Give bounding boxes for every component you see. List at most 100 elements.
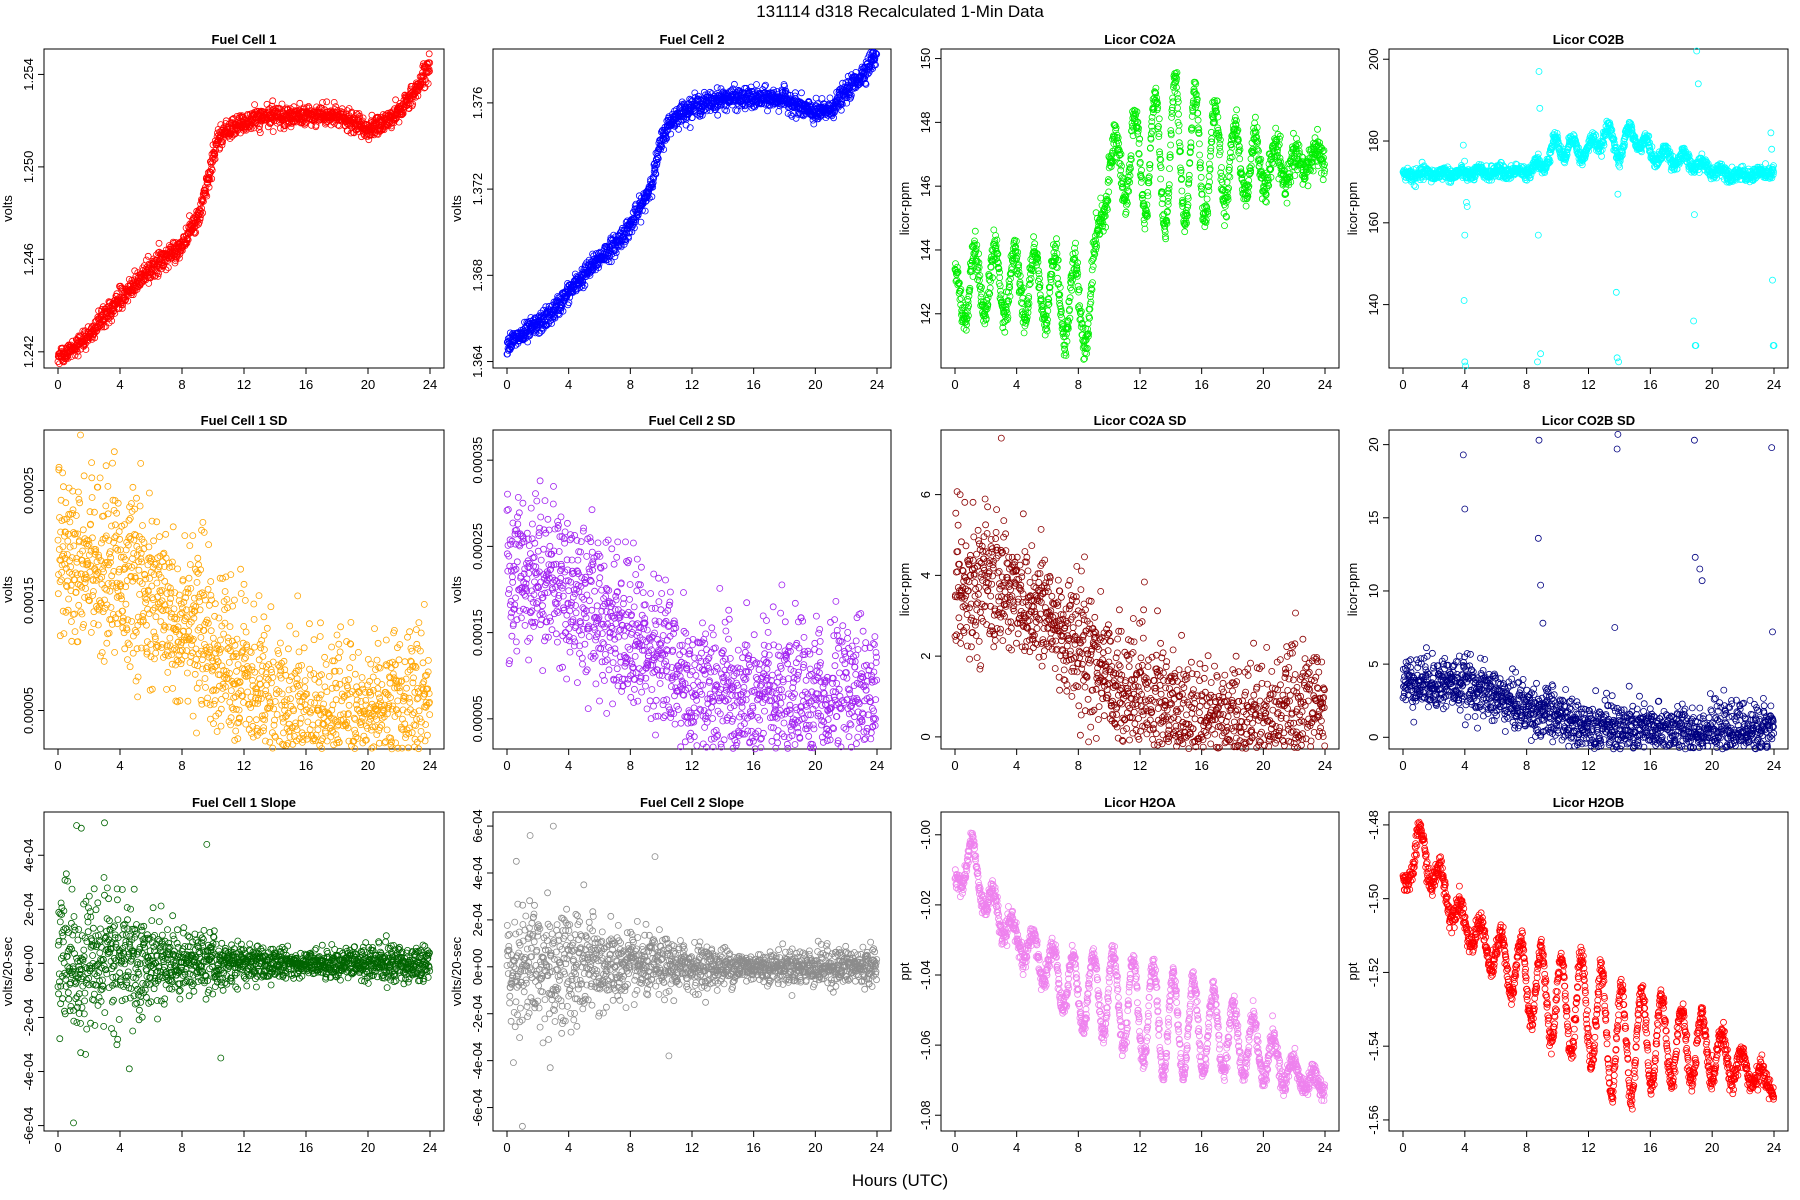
x-tick-label: 4 bbox=[1461, 377, 1468, 392]
data-point bbox=[256, 129, 264, 137]
data-point bbox=[1196, 140, 1203, 148]
data-point bbox=[287, 123, 295, 131]
data-point bbox=[798, 89, 805, 97]
data-point bbox=[1233, 106, 1240, 114]
panel-title: Licor CO2A bbox=[1104, 32, 1176, 47]
y-tick-label: 144 bbox=[918, 239, 933, 261]
data-point bbox=[192, 228, 200, 236]
data-point bbox=[155, 239, 163, 247]
data-point bbox=[174, 248, 182, 256]
data-point bbox=[957, 294, 965, 302]
data-point bbox=[323, 98, 331, 106]
data-point bbox=[153, 269, 161, 277]
data-point bbox=[1175, 110, 1182, 118]
y-tick-label: 1.242 bbox=[21, 336, 36, 369]
data-point bbox=[219, 138, 227, 146]
y-axis-label: volts bbox=[449, 195, 464, 222]
panel-frame bbox=[940, 48, 1340, 369]
panel-title: Licor CO2B bbox=[1553, 32, 1625, 47]
data-point bbox=[971, 227, 979, 235]
x-tick-label: 20 bbox=[1256, 377, 1270, 392]
data-point bbox=[753, 81, 760, 88]
data-point bbox=[1167, 141, 1174, 149]
data-point bbox=[197, 207, 205, 215]
y-axis-label: licor-ppm bbox=[1345, 182, 1360, 235]
data-point bbox=[1181, 228, 1189, 236]
data-point bbox=[199, 198, 207, 205]
data-point bbox=[1197, 173, 1205, 181]
figure-title: 131114 d318 Recalculated 1-Min Data bbox=[756, 2, 1044, 21]
y-tick-label: 1.368 bbox=[470, 259, 485, 292]
data-point bbox=[207, 168, 215, 176]
y-tick-label: 180 bbox=[1366, 130, 1381, 152]
data-point bbox=[211, 155, 219, 163]
data-point bbox=[1221, 222, 1228, 230]
data-point bbox=[175, 254, 183, 262]
x-tick-label: 24 bbox=[423, 377, 437, 392]
x-tick-label: 8 bbox=[1075, 377, 1082, 392]
data-point bbox=[1088, 266, 1096, 274]
data-point bbox=[118, 304, 126, 312]
data-point bbox=[203, 192, 211, 200]
data-point bbox=[147, 273, 155, 281]
data-point bbox=[1144, 192, 1152, 200]
panel-frame bbox=[43, 48, 445, 369]
x-tick-label: 8 bbox=[627, 377, 634, 392]
data-point bbox=[1216, 148, 1224, 155]
data-point bbox=[1138, 166, 1145, 174]
y-axis-label: licor-ppm bbox=[897, 182, 912, 235]
data-point bbox=[1272, 124, 1280, 132]
data-point bbox=[82, 346, 90, 353]
y-tick-label: 1.250 bbox=[21, 151, 36, 184]
data-point bbox=[1089, 279, 1096, 287]
data-point bbox=[108, 317, 116, 325]
data-point bbox=[1194, 116, 1202, 124]
x-tick-label: 8 bbox=[178, 377, 185, 392]
data-point bbox=[1314, 125, 1321, 133]
data-point bbox=[1461, 157, 1468, 165]
data-point bbox=[80, 341, 88, 349]
x-tick-label: 12 bbox=[237, 377, 251, 392]
y-axis-label: volts bbox=[0, 195, 15, 222]
x-tick-label: 12 bbox=[1133, 377, 1147, 392]
data-point bbox=[197, 211, 205, 219]
x-tick-label: 4 bbox=[565, 377, 572, 392]
y-tick-label: 1.376 bbox=[470, 87, 485, 120]
x-tick-label: 20 bbox=[361, 377, 375, 392]
x-tick-label: 24 bbox=[1318, 377, 1332, 392]
y-tick-label: 150 bbox=[918, 48, 933, 70]
data-point bbox=[155, 270, 162, 278]
y-tick-label: 1.246 bbox=[21, 243, 36, 276]
x-tick-label: 24 bbox=[870, 377, 884, 392]
y-tick-label: 160 bbox=[1366, 212, 1381, 234]
data-point bbox=[1155, 115, 1163, 123]
data-point bbox=[98, 323, 106, 331]
x-tick-label: 16 bbox=[1643, 377, 1657, 392]
data-point bbox=[1205, 172, 1213, 180]
data-point bbox=[713, 84, 721, 92]
data-point bbox=[1196, 151, 1203, 159]
data-point bbox=[1031, 240, 1039, 248]
data-point bbox=[176, 250, 184, 258]
data-point bbox=[211, 151, 219, 159]
data-point bbox=[129, 291, 137, 299]
data-point bbox=[199, 209, 207, 217]
x-tick-label: 4 bbox=[116, 377, 123, 392]
x-tick-label: 12 bbox=[1581, 377, 1595, 392]
data-point bbox=[1066, 294, 1074, 302]
data-point bbox=[280, 125, 288, 133]
data-series bbox=[1399, 47, 1778, 370]
data-point bbox=[1020, 329, 1028, 337]
data-point bbox=[144, 252, 152, 260]
x-tick-label: 16 bbox=[1194, 377, 1208, 392]
data-point bbox=[251, 101, 259, 108]
y-tick-label: 1.254 bbox=[21, 58, 36, 91]
x-tick-label: 20 bbox=[808, 377, 822, 392]
panel-title: Fuel Cell 2 bbox=[659, 32, 724, 47]
data-point bbox=[1205, 187, 1213, 195]
data-point bbox=[202, 191, 210, 198]
data-point bbox=[1218, 172, 1226, 180]
data-point bbox=[1165, 181, 1173, 189]
data-point bbox=[296, 99, 304, 107]
data-point bbox=[198, 204, 206, 212]
